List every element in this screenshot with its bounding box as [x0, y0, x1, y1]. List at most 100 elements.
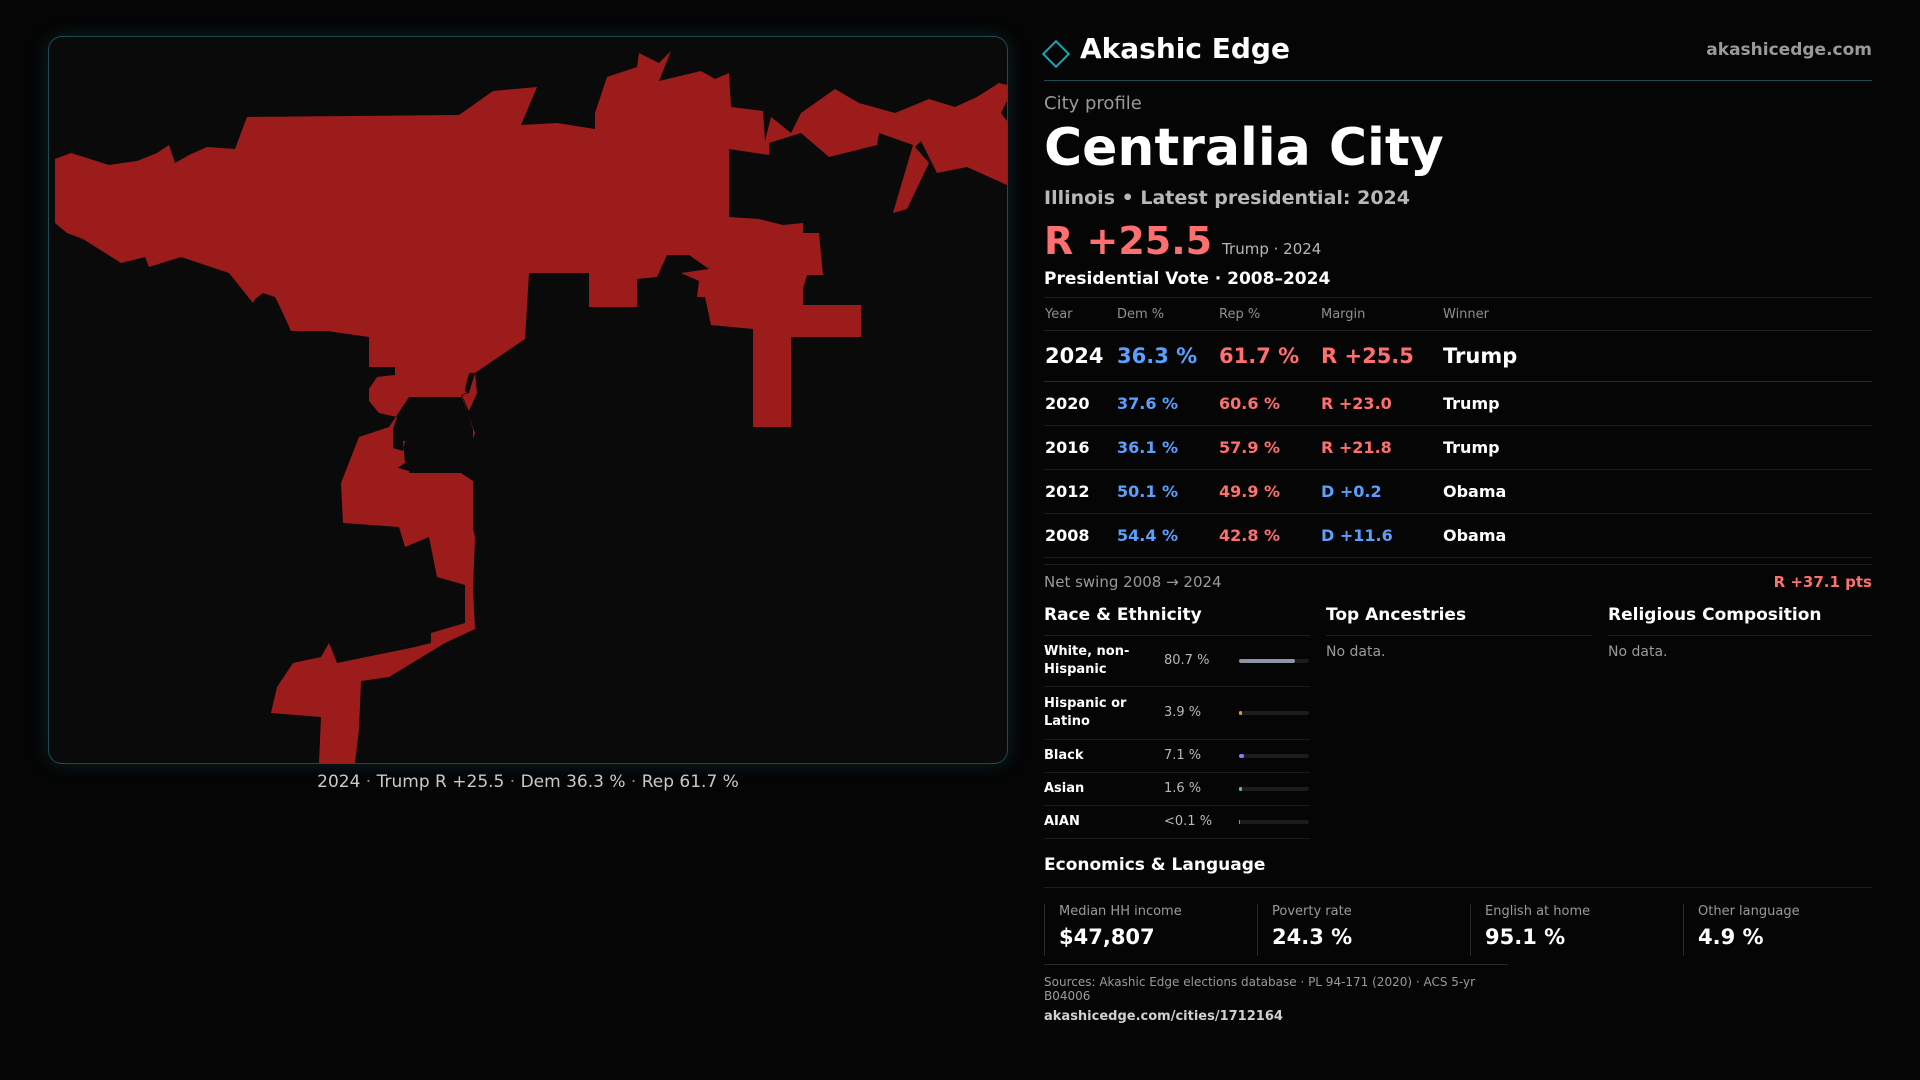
brand-header: Akashic Edge akashicedge.com: [1041, 30, 1872, 81]
diamond-logo-icon: [1041, 39, 1071, 69]
race-row: Black 7.1 %: [1044, 740, 1310, 774]
cell-margin: R +21.8: [1320, 425, 1442, 471]
race-bar-fill: [1239, 787, 1242, 792]
race-bar-track: [1239, 787, 1309, 792]
col-rep-header: Rep %: [1218, 298, 1320, 332]
religion-empty: No data.: [1608, 644, 1668, 661]
cell-margin: D +0.2: [1320, 469, 1442, 515]
econ-stat-label: English at home: [1485, 904, 1591, 920]
economics-title: Economics & Language: [1044, 855, 1872, 889]
economics-grid: Median HH income $47,807 Poverty rate 24.3 …: [1044, 896, 1872, 970]
cell-rep-pct: 61.7 %: [1218, 330, 1320, 383]
race-ethnicity-panel: Race & Ethnicity White, non-Hispanic 80.7…: [1044, 605, 1310, 840]
race-label: Black: [1044, 748, 1084, 764]
headline-margin-note: Trump · 2024: [1222, 240, 1322, 259]
race-row: Asian 1.6 %: [1044, 773, 1310, 807]
econ-stat: Other language 4.9 %: [1683, 904, 1873, 957]
race-label: White, non-Hispanic: [1044, 644, 1130, 678]
econ-stat-value: $47,807: [1059, 925, 1155, 950]
headline-margin: R +25.5 Trump · 2024: [1044, 219, 1872, 263]
sources-footer: Sources: Akashic Edge elections database…: [1044, 964, 1508, 1024]
cell-year: 2020: [1044, 381, 1116, 427]
cell-dem-pct: 36.1 %: [1116, 425, 1218, 471]
cell-year: 2016: [1044, 425, 1116, 471]
race-value: 3.9 %: [1164, 705, 1202, 721]
caption-year: 2024: [317, 772, 361, 792]
table-row: 2008 54.4 % 42.8 % D +11.6 Obama: [1044, 513, 1872, 559]
ancestries-title: Top Ancestries: [1326, 605, 1592, 637]
cell-year: 2012: [1044, 469, 1116, 515]
brand-url-link[interactable]: akashicedge.com: [1706, 40, 1872, 60]
race-bar-track: [1239, 711, 1309, 716]
ancestries-empty: No data.: [1326, 644, 1386, 661]
net-swing-row: Net swing 2008 → 2024 R +37.1 pts: [1044, 564, 1872, 601]
cell-winner: Trump: [1442, 381, 1872, 427]
cell-dem-pct: 54.4 %: [1116, 513, 1218, 559]
city-boundary-shape: [55, 51, 1007, 763]
race-label: Asian: [1044, 781, 1085, 797]
religion-title: Religious Composition: [1608, 605, 1872, 637]
econ-stat-value: 4.9 %: [1698, 925, 1764, 950]
race-row: AIAN <0.1 %: [1044, 806, 1310, 840]
race-bar-track: [1239, 820, 1309, 825]
col-margin-header: Margin: [1320, 298, 1442, 332]
cell-margin: R +23.0: [1320, 381, 1442, 427]
page-title: Centralia City: [1044, 118, 1444, 178]
brand-name: Akashic Edge: [1080, 32, 1290, 65]
cell-winner: Obama: [1442, 469, 1872, 515]
econ-stat-value: 24.3 %: [1272, 925, 1353, 950]
race-row: Hispanic or Latino 3.9 %: [1044, 687, 1310, 741]
race-bar-fill: [1239, 754, 1244, 759]
vote-section-title: Presidential Vote · 2008–2024: [1044, 269, 1872, 299]
table-header-row: Year Dem % Rep % Margin Winner: [1044, 298, 1872, 332]
city-profile-panel: Akashic Edge akashicedge.com City profil…: [1041, 30, 1872, 970]
econ-stat-label: Poverty rate: [1272, 904, 1352, 920]
table-row: 2024 36.3 % 61.7 % R +25.5 Trump: [1044, 330, 1872, 383]
col-year-header: Year: [1044, 298, 1116, 332]
race-label: Hispanic or Latino: [1044, 696, 1127, 730]
econ-stat: English at home 95.1 %: [1470, 904, 1660, 957]
cell-year: 2024: [1044, 330, 1116, 383]
race-row: White, non-Hispanic 80.7 %: [1044, 636, 1310, 688]
cell-dem-pct: 37.6 %: [1116, 381, 1218, 427]
net-swing-value: R +37.1 pts: [1773, 573, 1872, 592]
profile-label: City profile: [1044, 93, 1142, 114]
caption-dem: Dem 36.3 %: [520, 772, 626, 792]
cell-winner: Trump: [1442, 330, 1872, 383]
cell-rep-pct: 57.9 %: [1218, 425, 1320, 471]
col-dem-header: Dem %: [1116, 298, 1218, 332]
race-value: <0.1 %: [1164, 814, 1213, 830]
econ-stat-value: 95.1 %: [1485, 925, 1566, 950]
cell-dem-pct: 50.1 %: [1116, 469, 1218, 515]
race-bar-fill: [1239, 820, 1240, 825]
state-subline: Illinois • Latest presidential: 2024: [1044, 187, 1411, 210]
econ-stat-label: Other language: [1698, 904, 1800, 920]
presidential-vote-table: Year Dem % Rep % Margin Winner 2024 36.3 …: [1044, 298, 1872, 559]
race-label: AIAN: [1044, 814, 1080, 830]
table-row: 2020 37.6 % 60.6 % R +23.0 Trump: [1044, 381, 1872, 427]
city-map[interactable]: [48, 36, 1008, 764]
econ-stat-label: Median HH income: [1059, 904, 1182, 920]
caption-rep: Rep 61.7 %: [641, 772, 739, 792]
race-list: White, non-Hispanic 80.7 % Hispanic or Lat…: [1044, 636, 1310, 840]
cell-rep-pct: 42.8 %: [1218, 513, 1320, 559]
caption-winner: Trump: [376, 772, 430, 792]
cell-winner: Trump: [1442, 425, 1872, 471]
econ-stat: Poverty rate 24.3 %: [1257, 904, 1447, 957]
econ-stat: Median HH income $47,807: [1044, 904, 1234, 957]
cell-dem-pct: 36.3 %: [1116, 330, 1218, 383]
race-bar-track: [1239, 659, 1309, 664]
cell-rep-pct: 49.9 %: [1218, 469, 1320, 515]
headline-margin-value: R +25.5: [1044, 219, 1213, 264]
net-swing-label: Net swing 2008 → 2024: [1044, 573, 1222, 592]
col-winner-header: Winner: [1442, 298, 1872, 332]
table-row: 2012 50.1 % 49.9 % D +0.2 Obama: [1044, 469, 1872, 515]
table-row: 2016 36.1 % 57.9 % R +21.8 Trump: [1044, 425, 1872, 471]
city-permalink[interactable]: akashicedge.com/cities/1712164: [1044, 1009, 1283, 1024]
race-value: 1.6 %: [1164, 781, 1202, 797]
cell-margin: D +11.6: [1320, 513, 1442, 559]
race-bar-fill: [1239, 711, 1242, 716]
race-bar-track: [1239, 754, 1309, 759]
race-title: Race & Ethnicity: [1044, 605, 1310, 637]
cell-year: 2008: [1044, 513, 1116, 559]
